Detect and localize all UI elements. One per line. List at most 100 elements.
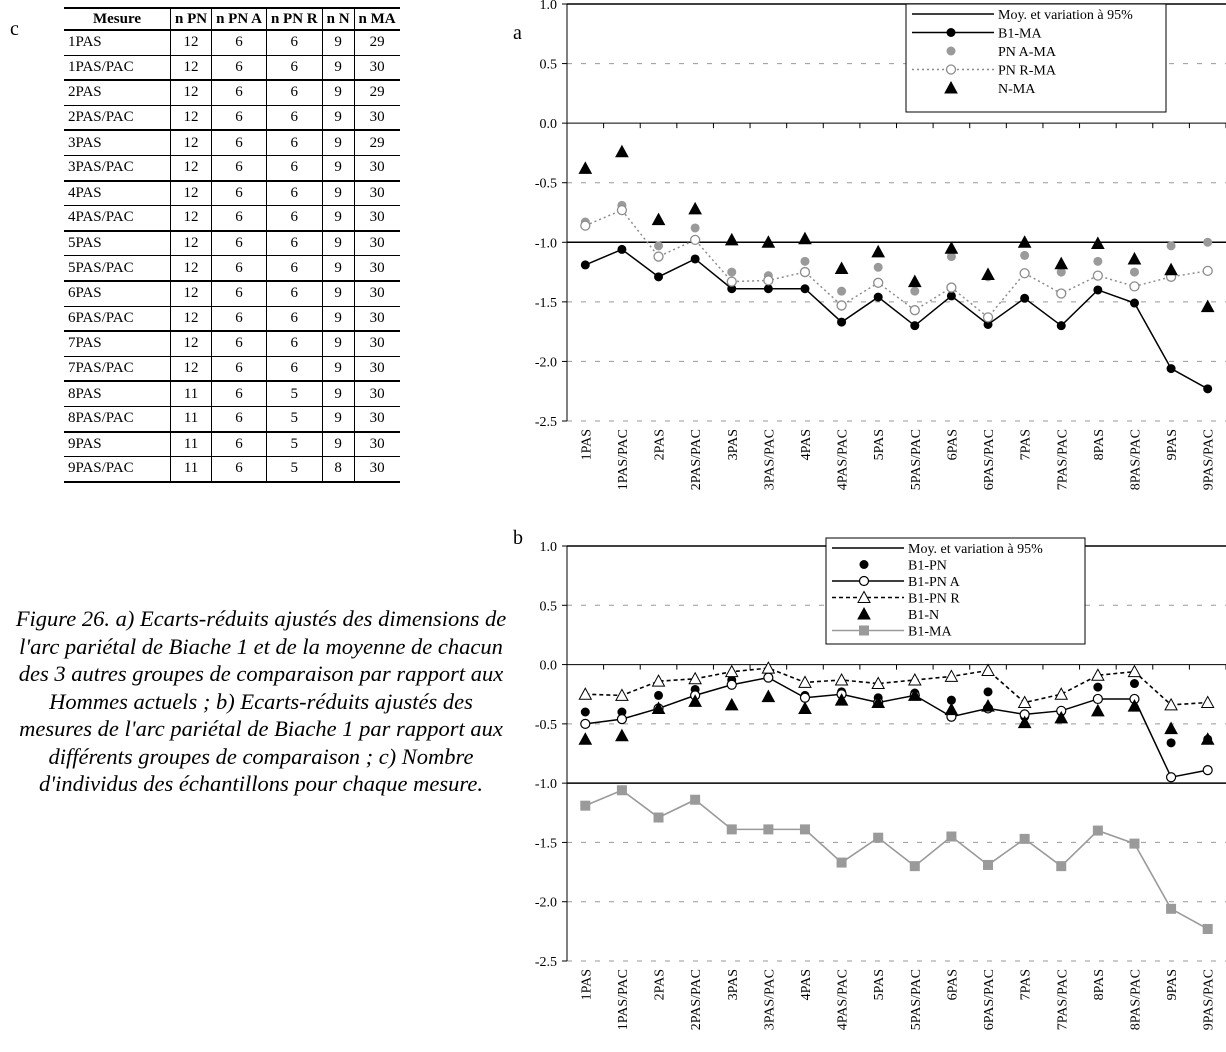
table-row: 6PAS/PAC 12 6 6 9 30	[64, 306, 400, 333]
table-row: 8PAS 11 6 5 9 30	[64, 381, 400, 407]
table-cell: 30	[353, 406, 400, 433]
data-point	[726, 824, 737, 835]
data-point	[981, 267, 995, 280]
data-point	[834, 672, 849, 686]
data-point	[724, 664, 739, 678]
data-point	[1092, 693, 1103, 705]
data-point	[1020, 250, 1030, 260]
data-point	[1093, 256, 1103, 266]
table-cell: 6	[265, 55, 323, 82]
data-point	[871, 676, 886, 690]
panel-letter-c: c	[10, 18, 19, 40]
table-cell: 11	[169, 406, 213, 433]
data-point	[800, 256, 810, 266]
data-point	[909, 305, 920, 316]
table-cell: 12	[169, 331, 213, 357]
data-point	[724, 697, 739, 711]
table-cell: 12	[169, 356, 213, 383]
data-point	[1200, 732, 1215, 745]
data-point	[873, 292, 883, 302]
x-tick-label: 2PAS	[653, 969, 668, 1000]
data-point	[1203, 384, 1213, 394]
table-cell: 12	[169, 105, 213, 132]
table-cell: 6	[211, 255, 267, 282]
data-point	[653, 812, 664, 823]
table-cell: 6	[265, 30, 323, 56]
table-cell: 5	[265, 406, 323, 433]
data-point	[763, 824, 774, 835]
data-point	[1129, 838, 1140, 849]
table-header-cell: n MA	[353, 7, 400, 31]
table-row: 4PAS/PAC 12 6 6 9 30	[64, 205, 400, 232]
x-tick-label: 7PAS	[1019, 969, 1034, 1000]
data-point	[1166, 364, 1176, 374]
y-tick-label: -2.0	[535, 896, 557, 911]
table-cell: 29	[353, 130, 400, 156]
data-point	[724, 232, 739, 246]
legend-symbol	[858, 575, 870, 587]
table-row: 4PAS 12 6 6 9 30	[64, 180, 400, 207]
data-point	[836, 857, 847, 868]
data-point	[727, 284, 737, 294]
table-cell: 30	[353, 180, 400, 207]
y-tick-label: 0.5	[540, 599, 558, 614]
data-point	[799, 266, 811, 278]
data-point	[946, 252, 956, 262]
table-row: 3PAS 12 6 6 9 29	[64, 130, 400, 156]
table-cell: 29	[353, 30, 400, 56]
table-cell: 12	[169, 55, 213, 82]
data-point	[871, 695, 886, 709]
data-point	[580, 260, 590, 270]
data-point	[910, 286, 920, 296]
data-point	[946, 831, 957, 842]
data-point	[1017, 235, 1032, 248]
data-point	[1200, 695, 1215, 709]
table-cell: 6	[211, 205, 267, 232]
data-point	[689, 234, 701, 246]
x-tick-label: 9PAS	[1165, 429, 1180, 460]
panel-letter-a: a	[513, 22, 522, 44]
x-tick-label: 4PAS	[799, 429, 814, 460]
table-cell: 6	[211, 130, 267, 156]
legend-label: N-MA	[998, 82, 1036, 97]
table-row: 2PAS 12 6 6 9 29	[64, 80, 400, 106]
table-cell: 12	[169, 30, 213, 56]
table-cell: 30	[353, 155, 400, 182]
x-tick-label: 2PAS/PAC	[689, 969, 704, 1030]
table-header-cell: Mesure	[64, 7, 171, 31]
y-tick-label: -2.5	[535, 955, 557, 970]
x-tick-label: 9PAS	[1165, 969, 1180, 1000]
data-point	[1056, 321, 1066, 331]
table-cell: 30	[353, 55, 400, 82]
table-cell: 6	[211, 30, 267, 56]
data-point	[690, 794, 701, 805]
plot-area: 1.0 0.5 0.0 -0.5 -1.0 -1.5 -2.0 -2.5 1PAS 1PAS/PA…	[535, 540, 1226, 1030]
table-cell: 30	[353, 356, 400, 383]
table-cell: 8PAS/PAC	[64, 406, 171, 433]
table-cell: 6	[211, 55, 267, 82]
data-point	[1017, 695, 1032, 709]
table-row: 7PAS 12 6 6 9 30	[64, 331, 400, 357]
table-row: 9PAS/PAC 11 6 5 8 30	[64, 456, 400, 483]
data-point	[1056, 861, 1067, 872]
data-point	[1164, 262, 1178, 276]
legend-label: B1-MA	[998, 27, 1042, 42]
data-point	[799, 824, 810, 835]
data-point	[1202, 265, 1213, 277]
table-cell: 6	[211, 331, 267, 357]
table-row: 5PAS 12 6 6 9 30	[64, 230, 400, 257]
y-tick-label: 0.0	[540, 117, 558, 132]
table-cell: 29	[353, 80, 400, 106]
legend-label: B1-MA	[908, 625, 952, 640]
table-cell: 9	[321, 280, 355, 307]
data-point	[1127, 699, 1142, 712]
data-point	[615, 728, 629, 742]
data-point	[616, 785, 627, 796]
table-row: 5PAS/PAC 12 6 6 9 30	[64, 255, 400, 282]
data-point	[1092, 825, 1103, 836]
table-cell: 30	[353, 431, 400, 458]
x-tick-label: 4PAS	[799, 969, 814, 1000]
table-cell: 9	[321, 180, 355, 207]
x-tick-label: 8PAS/PAC	[1128, 969, 1143, 1030]
data-point	[1054, 687, 1069, 700]
